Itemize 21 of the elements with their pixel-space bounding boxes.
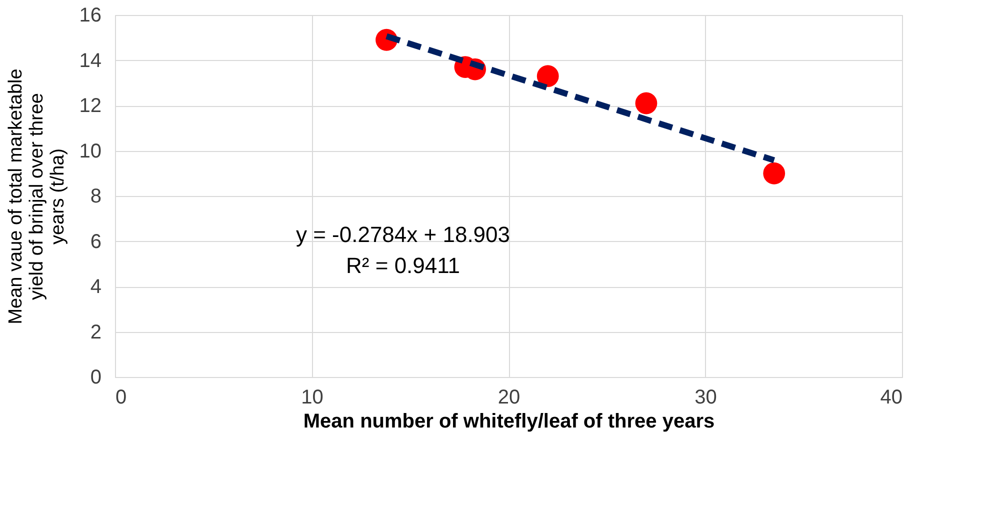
y-tick-label: 4 (90, 276, 102, 298)
annotation: y = -0.2784x + 18.903 (296, 222, 510, 247)
annotation: R² = 0.9411 (346, 253, 460, 278)
y-tick-label: 16 (79, 4, 102, 26)
point (635, 92, 658, 114)
y-tick-label: 12 (79, 95, 102, 117)
x-tick-label: 20 (498, 386, 520, 408)
y-tick-label: 10 (79, 140, 102, 162)
point (536, 65, 559, 88)
x-tick-label: 30 (694, 386, 717, 408)
x-axis-title: Mean number of whitefly/leaf of three years (303, 410, 715, 432)
y-tick-label: 2 (90, 321, 102, 344)
y-tick-label: 14 (79, 50, 102, 72)
x-tick-label: 10 (301, 386, 324, 408)
y-tick-label: 0 (90, 366, 102, 388)
y-tick-label: 8 (90, 186, 102, 208)
y-axis-title: Mean vaue of total marketable yield of brinjal over three years (t/ha) (5, 68, 68, 324)
x-tick-label: 0 (116, 386, 127, 408)
y-tick-label: 6 (90, 230, 102, 253)
point (763, 162, 786, 184)
x-tick-label: 40 (880, 386, 902, 408)
